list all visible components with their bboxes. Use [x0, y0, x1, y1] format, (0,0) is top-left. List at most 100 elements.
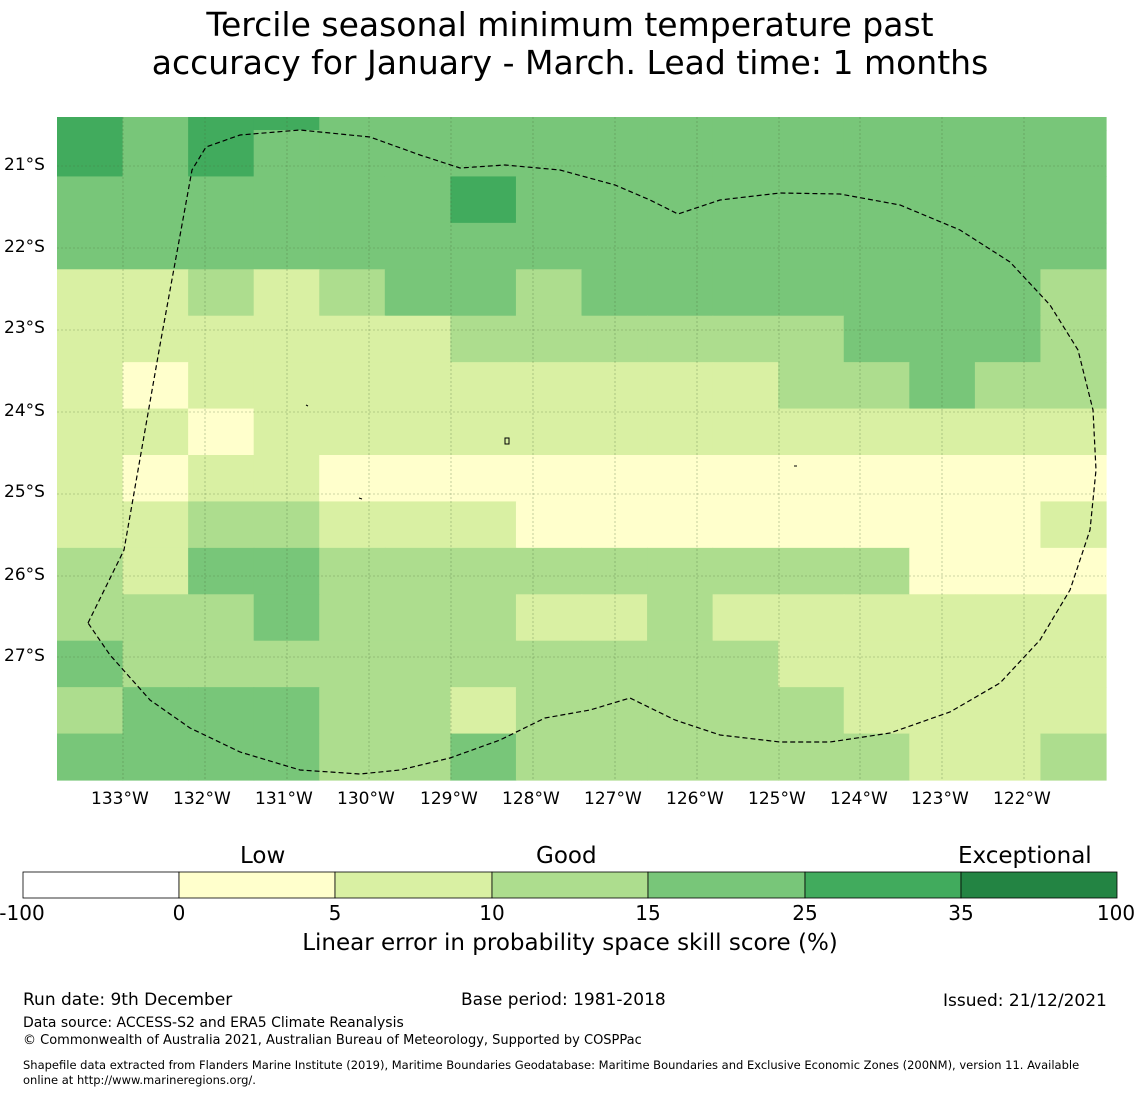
grid-cell [319, 687, 386, 735]
grid-cell [909, 455, 976, 503]
eez-boundary [87, 129, 1097, 775]
lat-label: 26°S [4, 565, 45, 585]
grid-cell [1040, 315, 1107, 363]
grid-cell [450, 315, 517, 363]
grid-cell [1040, 222, 1107, 270]
grid-cell [581, 687, 648, 735]
grid-cell [843, 117, 910, 131]
grid-cell [581, 176, 648, 224]
grid-cell [778, 501, 845, 549]
lon-label: 133°W [91, 789, 149, 809]
grid-cell [712, 687, 779, 735]
grid-cell [647, 222, 714, 270]
grid-cell [843, 362, 910, 410]
grid-cell [974, 547, 1042, 595]
grid-cell [57, 176, 124, 224]
grid-cell [712, 130, 779, 178]
grid-cell [450, 640, 517, 688]
grid-cell [1040, 117, 1107, 131]
grid-cell [122, 222, 189, 270]
graticule [57, 117, 1106, 780]
grid-cell [122, 547, 189, 595]
grid-cell [581, 408, 648, 456]
grid-cell [1040, 269, 1107, 317]
grid-cell [188, 640, 255, 688]
grid-cell [647, 687, 714, 735]
grid-cell [778, 733, 845, 781]
grid-cell [253, 117, 320, 131]
grid-cell [450, 455, 517, 503]
grid-cell [843, 455, 910, 503]
colorbar-tick: 25 [792, 901, 818, 925]
shapefile-credit-1: Shapefile data extracted from Flanders M… [23, 1058, 1080, 1072]
grid-cell [319, 501, 386, 549]
grid-cell [384, 547, 451, 595]
grid-cell [1040, 362, 1107, 410]
skill-grid [57, 117, 1107, 781]
colorbar-segment [334, 871, 493, 899]
grid-cell [319, 733, 386, 781]
colorbar-segment [491, 871, 649, 899]
grid-cell [450, 547, 517, 595]
grid-cell [515, 315, 583, 363]
grid-cell [1040, 130, 1107, 178]
grid-cell [450, 733, 517, 781]
grid-cell [57, 501, 124, 549]
run-date: Run date: 9th December [23, 990, 233, 1010]
grid-cell [188, 117, 255, 131]
grid-cell [647, 362, 714, 410]
grid-cell [843, 176, 910, 224]
grid-cell [843, 640, 910, 688]
chart-title: Tercile seasonal minimum temperature pas… [0, 6, 1140, 82]
grid-cell [515, 733, 583, 781]
grid-cell [450, 408, 517, 456]
grid-cell [581, 117, 648, 131]
colorbar-tick: 5 [328, 901, 342, 925]
grid-cell [974, 687, 1042, 735]
grid-cell [909, 594, 976, 642]
grid-cell [515, 222, 583, 270]
grid-cell [122, 733, 189, 781]
grid-cell [712, 547, 779, 595]
colorbar-segment [960, 871, 1118, 899]
grid-cell [319, 176, 386, 224]
lon-label: 126°W [666, 789, 724, 809]
colorbar-segment [804, 871, 962, 899]
grid-cell [515, 176, 583, 224]
grid-cell [974, 222, 1042, 270]
grid-cell [843, 269, 910, 317]
grid-cell [647, 594, 714, 642]
grid-cell [319, 269, 386, 317]
grid-cell [188, 408, 255, 456]
grid-cell [319, 130, 386, 178]
grid-cell [57, 640, 124, 688]
island-shape [504, 437, 510, 445]
grid-cell [778, 130, 845, 178]
lon-label: 122°W [993, 789, 1051, 809]
grid-cell [581, 501, 648, 549]
grid-cell [319, 315, 386, 363]
grid-cell [57, 117, 124, 131]
grid-cell [909, 176, 976, 224]
grid-cell [188, 222, 255, 270]
grid-cell [188, 315, 255, 363]
grid-cell [57, 222, 124, 270]
category-label-low: Low [240, 843, 286, 869]
grid-cell [57, 594, 124, 642]
lon-label: 125°W [748, 789, 806, 809]
colorbar-tick: 10 [479, 901, 505, 925]
grid-cell [778, 315, 845, 363]
grid-cell [384, 269, 451, 317]
colorbar [22, 871, 1118, 899]
lon-label: 130°W [337, 789, 395, 809]
grid-cell [974, 117, 1042, 131]
grid-cell [319, 362, 386, 410]
grid-cell [384, 455, 451, 503]
grid-cell [1040, 640, 1107, 688]
grid-cell [188, 269, 255, 317]
grid-cell [778, 408, 845, 456]
lon-label: 131°W [255, 789, 313, 809]
grid-cell [712, 501, 779, 549]
grid-cell [909, 269, 976, 317]
grid-cell [188, 130, 255, 178]
